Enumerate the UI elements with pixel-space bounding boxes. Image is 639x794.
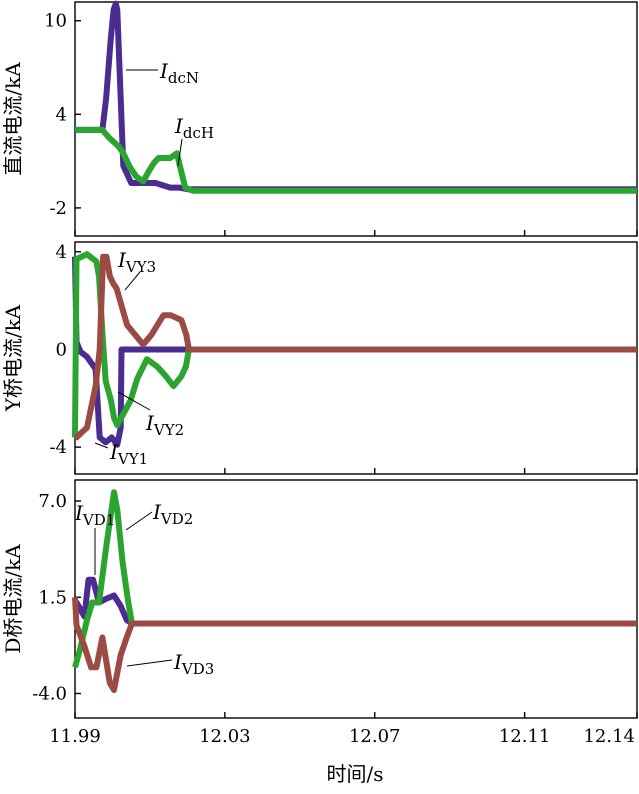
y-tick-label: -4: [49, 437, 67, 458]
series-label-i-dcn: IdcN: [159, 59, 199, 87]
x-tick-label: 12.07: [349, 726, 401, 747]
y-axis-label: Y桥电流/kA: [1, 304, 25, 412]
series-line-i-vy3: [73, 253, 637, 441]
series-label-i-vd3: IVD3: [173, 650, 214, 678]
x-tick-label: 12.11: [499, 726, 551, 747]
annotation-leader: [117, 391, 151, 411]
annotation-leader: [126, 659, 173, 667]
series-label-i-vd2: IVD2: [152, 500, 193, 528]
series-label-i-vy2: IVY2: [145, 411, 184, 439]
y-tick-label: 7.0: [38, 491, 67, 512]
annotation-leader: [94, 442, 109, 449]
x-tick-label: 11.99: [49, 726, 101, 747]
series-line-i-vy2: [72, 251, 637, 438]
series-line-i-dch: [75, 126, 637, 194]
series-label-i-dch: IdcH: [174, 114, 214, 142]
panel-3: 7.0 1.5 -4.0 D桥电流/kA IVD1 IVD2 IVD3: [1, 479, 638, 719]
y-tick-label: 0: [56, 339, 67, 360]
x-axis: 11.99 12.03 12.07 12.11 12.14: [49, 726, 635, 747]
y-axis-label: D桥电流/kA: [1, 544, 25, 654]
series-label-i-vy3: IVY3: [117, 248, 156, 276]
annotation-leader: [124, 271, 141, 291]
series-line-i-vd2: [72, 489, 637, 669]
series-line-i-vd1: [72, 576, 637, 627]
x-tick-label: 12.03: [199, 726, 251, 747]
x-axis-label: 时间/s: [326, 762, 383, 786]
y-tick-label: 4: [56, 242, 67, 263]
y-tick-label: -2: [49, 198, 67, 219]
y-tick-label: -4.0: [32, 684, 67, 705]
series-label-i-vd1: IVD1: [74, 501, 115, 529]
y-tick-label: 10: [44, 11, 67, 32]
panel-frame: [74, 1, 638, 237]
annotation-leader: [177, 138, 183, 167]
y-tick-label: 4: [56, 104, 67, 125]
y-axis-label: 直流电流/kA: [1, 62, 25, 176]
x-tick-label: 12.14: [583, 726, 635, 747]
panel-1: 10 4 -2 直流电流/kA IdcN IdcH: [1, 0, 638, 237]
annotation-leader: [125, 511, 153, 531]
panel-frame: [74, 241, 638, 475]
series-line-i-dcn: [75, 0, 637, 193]
series-label-i-vy1: IVY1: [109, 440, 148, 468]
y-tick-label: 1.5: [38, 587, 67, 608]
series-line-i-vd3: [72, 597, 637, 693]
